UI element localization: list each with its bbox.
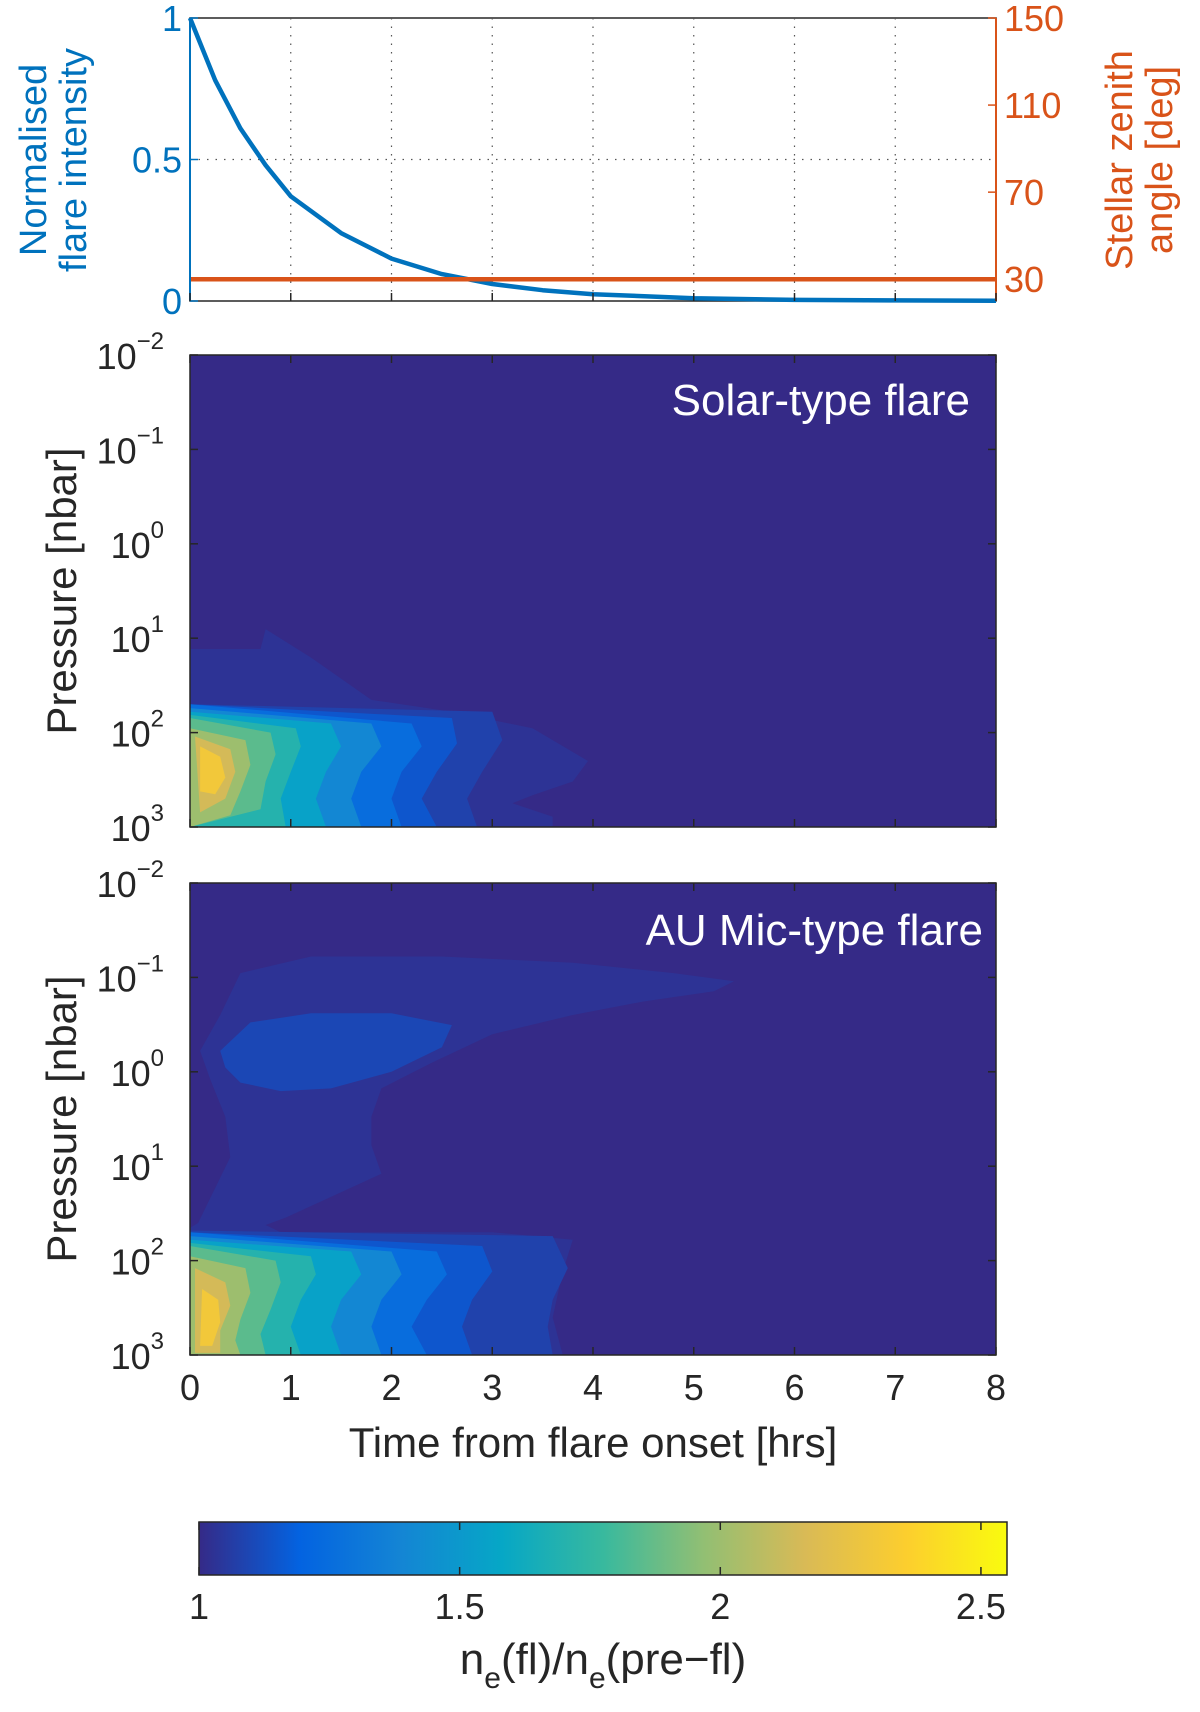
colorbar-tick-label: 2.5 xyxy=(956,1586,1006,1627)
label-end: (pre−fl) xyxy=(606,1635,747,1684)
panel-annotation: AU Mic-type flare xyxy=(646,906,983,955)
y-tick-label-right: 110 xyxy=(1004,85,1061,126)
y-tick-label: 102 xyxy=(111,706,164,755)
tick-exponent: 3 xyxy=(151,1328,164,1355)
series-group xyxy=(187,17,997,303)
y-tick-label-right: 150 xyxy=(1004,0,1064,39)
y-axis-label-right-line2: angle [deg] xyxy=(1139,66,1181,254)
tick-exponent: 0 xyxy=(151,517,164,544)
y-tick-label: 100 xyxy=(111,1045,164,1094)
x-tick-label: 4 xyxy=(583,1367,603,1408)
x-tick-label: 5 xyxy=(684,1367,704,1408)
colorbar-tick-label: 1.5 xyxy=(435,1586,485,1627)
label-sub2: e xyxy=(589,1662,606,1695)
grid xyxy=(190,18,996,301)
tick-exponent: 0 xyxy=(151,1045,164,1072)
flare-intensity-line xyxy=(187,17,997,303)
tick-exponent: 3 xyxy=(151,800,164,827)
x-tick-label: 8 xyxy=(986,1367,1006,1408)
colorbar: 1 1.5 2 2.5 ne(fl)/ne(pre−fl) xyxy=(189,1521,1008,1695)
flare-intensity-panel: 0 0.5 1 30 70 110 150 Normalised flare intensi… xyxy=(13,0,1181,322)
y-tick-label-left: 0.5 xyxy=(132,140,182,181)
x-tick-label: 0 xyxy=(180,1367,200,1408)
tick-base: 10 xyxy=(111,714,151,755)
tick-base: 10 xyxy=(111,1336,151,1377)
x-tick-label: 1 xyxy=(281,1367,301,1408)
tick-base: 10 xyxy=(111,525,151,566)
colorbar-tick-label: 2 xyxy=(710,1586,730,1627)
y-axis-label-left-line2: flare intensity xyxy=(53,48,95,272)
colorbar-label: ne(fl)/ne(pre−fl) xyxy=(460,1635,746,1695)
tick-exponent: −1 xyxy=(137,950,164,977)
y-tick-label: 10−2 xyxy=(97,328,164,377)
y-tick-label: 101 xyxy=(111,611,164,660)
contour-region xyxy=(200,1289,221,1346)
contour-regions xyxy=(190,355,996,827)
tick-base: 10 xyxy=(97,864,137,905)
tick-exponent: 1 xyxy=(151,1139,164,1166)
x-tick-label: 2 xyxy=(381,1367,401,1408)
y-axis-label-right-line1: Stellar zenith xyxy=(1099,50,1141,270)
tick-exponent: −1 xyxy=(137,422,164,449)
y-axis-label: Pressure [nbar] xyxy=(38,447,85,734)
x-tick-label: 7 xyxy=(885,1367,905,1408)
tick-group: 1 1.5 2 2.5 xyxy=(189,1522,1006,1627)
panel-annotation: Solar-type flare xyxy=(672,376,970,425)
y-tick-label: 10−1 xyxy=(97,950,164,999)
y-tick-label: 103 xyxy=(111,800,164,849)
x-tick-label: 6 xyxy=(784,1367,804,1408)
x-axis-label: Time from flare onset [hrs] xyxy=(349,1419,838,1466)
y-axis-label-left-line1: Normalised xyxy=(13,64,55,256)
tick-exponent: −2 xyxy=(137,328,164,355)
tick-base: 10 xyxy=(97,958,137,999)
tick-exponent: 1 xyxy=(151,611,164,638)
contour-region xyxy=(200,746,226,795)
tick-exponent: 2 xyxy=(151,1234,164,1261)
y-tick-label-right: 70 xyxy=(1004,172,1044,213)
label-mid: (fl)/n xyxy=(501,1635,589,1684)
y-tick-label-left: 0 xyxy=(162,281,182,322)
y-axis-label: Pressure [nbar] xyxy=(38,975,85,1262)
contour-regions xyxy=(190,883,996,1355)
tick-exponent: −2 xyxy=(137,856,164,883)
y-tick-label: 10−2 xyxy=(97,856,164,905)
tick-base: 10 xyxy=(111,1147,151,1188)
tick-exponent: 2 xyxy=(151,706,164,733)
colorbar-tick-label: 1 xyxy=(189,1586,209,1627)
tick-base: 10 xyxy=(97,336,137,377)
y-tick-label-right: 30 xyxy=(1004,259,1044,300)
tick-base: 10 xyxy=(111,1242,151,1283)
y-tick-label: 101 xyxy=(111,1139,164,1188)
tick-base: 10 xyxy=(111,1053,151,1094)
y-tick-label: 10−1 xyxy=(97,422,164,471)
label-sub1: e xyxy=(484,1662,501,1695)
label-n1: n xyxy=(460,1635,484,1684)
tick-group: 0 0.5 1 30 70 110 150 xyxy=(132,0,1064,322)
tick-base: 10 xyxy=(111,808,151,849)
tick-base: 10 xyxy=(111,619,151,660)
y-tick-label-left: 1 xyxy=(162,0,182,39)
y-tick-label: 102 xyxy=(111,1234,164,1283)
y-tick-label: 100 xyxy=(111,517,164,566)
contour-region xyxy=(220,1013,452,1092)
y-tick-label: 103 xyxy=(111,1328,164,1377)
x-tick-label: 3 xyxy=(482,1367,502,1408)
tick-base: 10 xyxy=(97,430,137,471)
